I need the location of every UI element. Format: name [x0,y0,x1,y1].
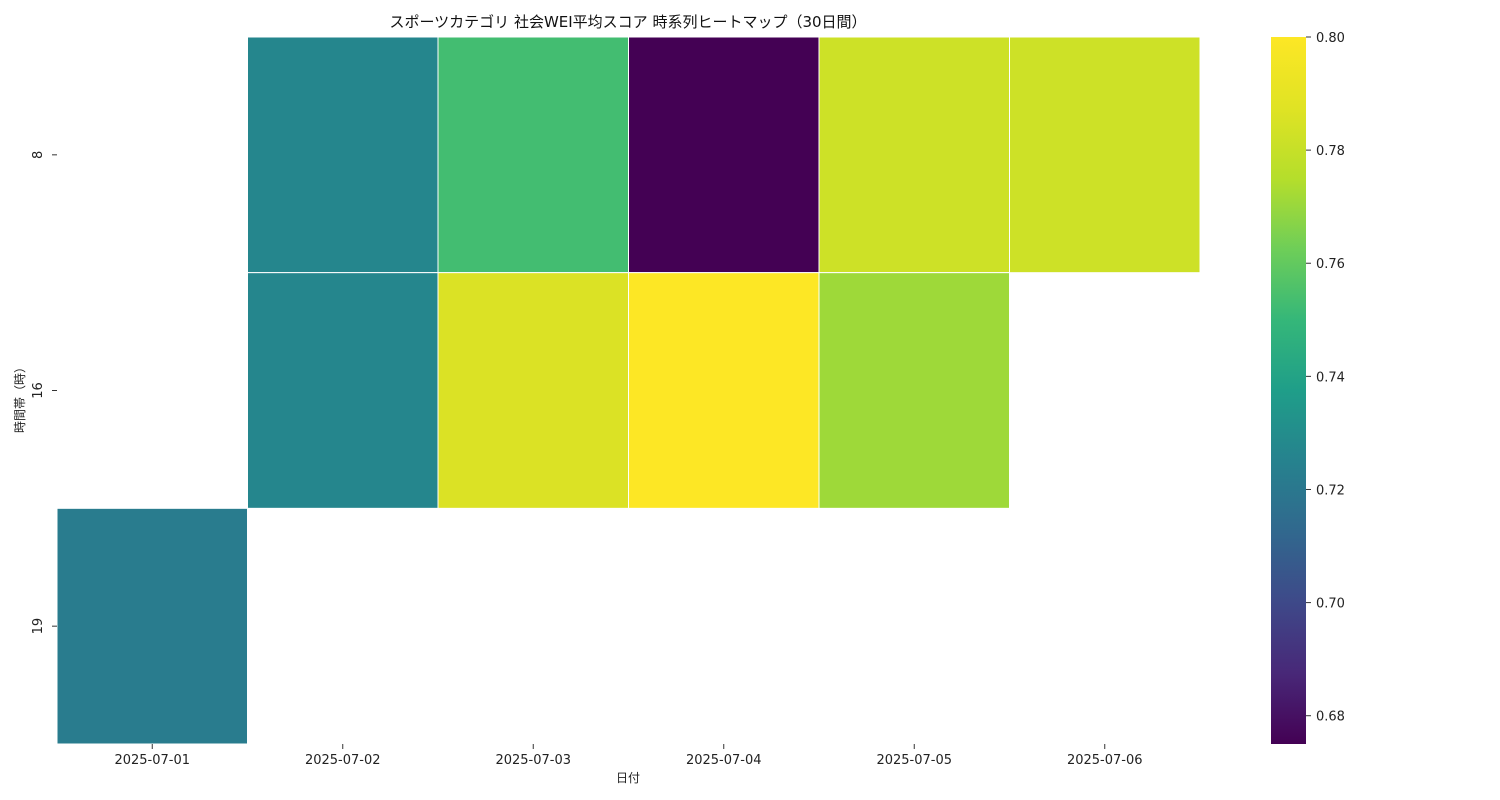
colorbar-tick-label: 0.80 [1316,31,1345,46]
heatmap-cell [247,36,439,274]
y-axis-label: 時間帯（時） [13,361,27,433]
x-tick-label: 2025-07-02 [305,753,381,768]
y-tick-label: 8 [31,151,46,159]
heatmap-cell [437,36,629,274]
heatmap-cell [628,272,820,509]
x-axis-label: 日付 [616,771,640,785]
heatmap-cell [818,36,1010,274]
colorbar [1271,37,1306,744]
y-tick-label: 19 [31,618,46,635]
y-axis-ticks: 8 16 19 [31,151,57,635]
x-tick-label: 2025-07-04 [686,753,762,768]
x-tick-label: 2025-07-05 [876,753,952,768]
colorbar-tick-label: 0.72 [1316,483,1345,498]
y-tick-label: 16 [31,382,46,399]
colorbar-tick-label: 0.78 [1316,144,1345,159]
heatmap-cell [56,507,248,745]
colorbar-tick-label: 0.70 [1316,597,1345,612]
heatmap-cell [247,272,439,509]
colorbar-tick-label: 0.76 [1316,257,1345,272]
x-axis-ticks: 2025-07-01 2025-07-02 2025-07-03 2025-07-04… [114,744,1143,768]
colorbar-tick-label: 0.74 [1316,370,1345,385]
heatmap-cell [628,36,820,274]
x-tick-label: 2025-07-06 [1067,753,1143,768]
chart-title: スポーツカテゴリ 社会WEI平均スコア 時系列ヒートマップ（30日間） [389,13,866,31]
heatmap-cell [437,272,629,509]
colorbar-tick-label: 0.68 [1316,710,1345,725]
heatmap-cell [1009,36,1201,274]
colorbar-ticks: 0.68 0.70 0.72 0.74 0.76 0.78 0.80 [1306,31,1345,725]
x-tick-label: 2025-07-03 [495,753,571,768]
heatmap-cell [818,272,1010,509]
x-tick-label: 2025-07-01 [114,753,190,768]
heatmap-cells [56,36,1201,745]
